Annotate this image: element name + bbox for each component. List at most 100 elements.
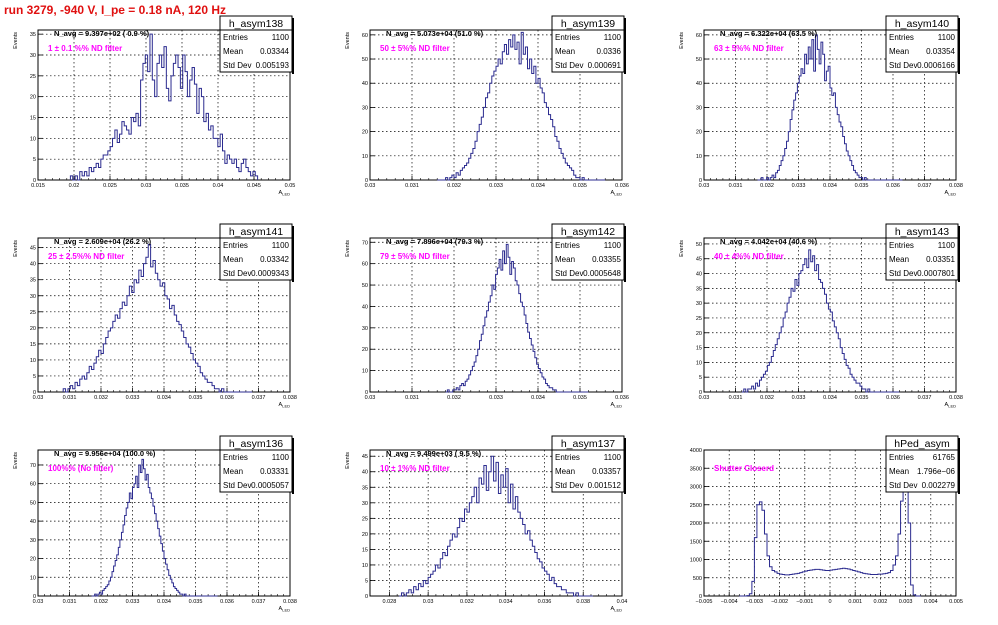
y-tick-label: 0 xyxy=(365,390,368,396)
stats-shadow xyxy=(958,438,960,494)
histogram-line xyxy=(399,455,593,597)
y-axis-title: Events xyxy=(13,452,19,469)
x-tick-label: 0.034 xyxy=(823,183,837,189)
x-tick-label: 0.034 xyxy=(823,395,837,401)
x-tick-label: 0.015 xyxy=(31,183,45,189)
stats-box xyxy=(219,223,293,281)
histogram-panel-h_asym142: 0.03 0.031 0.032 0.033 0.034 0.035 0.036 0 10 20 3… xyxy=(345,223,629,409)
x-tick-label: 0.031 xyxy=(405,395,419,401)
x-tick-label: 0.036 xyxy=(615,183,629,189)
stats-value: 0.0007801 xyxy=(917,269,955,278)
filter-annotation: 79 ± 5%% ND filter xyxy=(380,252,450,261)
stats-label: Std Dev xyxy=(555,269,583,278)
stats-value: 0.005193 xyxy=(256,61,290,70)
y-tick-label: 40 xyxy=(696,81,702,87)
navg-label: N_avg = 2.609e+04 (26.2 %) xyxy=(54,237,152,246)
y-tick-label: 5 xyxy=(33,374,36,380)
y-tick-label: 30 xyxy=(30,53,36,59)
stats-label: Mean xyxy=(555,255,575,264)
x-tick-label: 0.038 xyxy=(283,599,297,605)
navg-label: N_avg = 6.322e+04 (63.5 %) xyxy=(720,29,818,38)
y-tick-label: 30 xyxy=(362,326,368,332)
y-tick-label: 1500 xyxy=(690,539,702,545)
stats-box xyxy=(219,435,293,493)
x-tick-label: 0.03 xyxy=(423,599,434,605)
y-axis-title: Events xyxy=(345,32,351,49)
y-axis-title: Events xyxy=(345,452,351,469)
stats-value: 0.03342 xyxy=(260,255,289,264)
stats-label: Entries xyxy=(555,33,580,42)
stats-title: h_asym139 xyxy=(561,18,615,30)
y-tick-label: 10 xyxy=(30,136,36,142)
y-tick-label: 45 xyxy=(696,257,702,263)
y-tick-label: 50 xyxy=(362,283,368,289)
plot-frame xyxy=(369,449,623,597)
stats-box xyxy=(885,435,959,493)
x-axis-title: ALED xyxy=(279,190,291,197)
x-tick-label: 0.03 xyxy=(33,599,44,605)
y-axis-title: Events xyxy=(345,240,351,257)
stats-label: Entries xyxy=(889,33,914,42)
run-title: run 3279, -940 V, I_pe = 0.18 nA, 120 Hz xyxy=(4,3,227,17)
y-tick-label: 15 xyxy=(696,346,702,352)
y-tick-label: 30 xyxy=(30,294,36,300)
x-tick-label: 0.032 xyxy=(760,395,774,401)
stats-value: 1100 xyxy=(272,33,290,42)
stats-value: 0.0005057 xyxy=(251,481,289,490)
y-tick-label: 20 xyxy=(30,95,36,101)
navg-label: N_avg = 9.956e+04 (100.0 %) xyxy=(54,449,156,458)
stats-label: Std Dev xyxy=(889,481,917,490)
x-axis-title: ALED xyxy=(611,190,623,197)
y-tick-label: 40 xyxy=(362,304,368,310)
x-tick-label: 0.031 xyxy=(729,395,743,401)
histogram-panel-h_asym143: 0.03 0.031 0.032 0.033 0.034 0.035 0.036 0.037 0… xyxy=(679,223,963,409)
y-tick-label: 45 xyxy=(30,246,36,252)
x-tick-label: 0.033 xyxy=(126,395,140,401)
y-tick-label: 70 xyxy=(362,240,368,246)
x-tick-label: 0.035 xyxy=(855,395,869,401)
histogram-panel-h_asym137: 0.028 0.03 0.032 0.034 0.036 0.038 0.04 0 5 10 15 2… xyxy=(345,435,627,613)
y-tick-label: 60 xyxy=(362,262,368,268)
stats-value: 0.03331 xyxy=(260,467,289,476)
stats-value: 1100 xyxy=(604,33,622,42)
y-tick-label: 50 xyxy=(30,500,36,506)
filter-annotation: 100%% (No filter) xyxy=(48,464,114,473)
x-tick-label: 0.036 xyxy=(538,599,552,605)
histogram-line xyxy=(69,33,259,181)
stats-label: Entries xyxy=(889,453,914,462)
x-tick-label: 0.037 xyxy=(252,395,266,401)
y-tick-label: 40 xyxy=(30,519,36,525)
y-tick-label: 0 xyxy=(699,390,702,396)
stats-value: 0.000691 xyxy=(588,61,622,70)
y-tick-label: 3000 xyxy=(690,485,702,491)
stats-label: Entries xyxy=(223,453,248,462)
filter-annotation: 50 ± 5%% ND filter xyxy=(380,44,450,53)
y-tick-label: 35 xyxy=(362,485,368,491)
navg-label: N_avg = 4.042e+04 (40.6 %) xyxy=(720,237,818,246)
stats-label: Entries xyxy=(223,241,248,250)
stats-label: Std Dev xyxy=(889,61,917,70)
x-tick-label: 0.004 xyxy=(924,599,938,605)
x-tick-label: 0.036 xyxy=(220,599,234,605)
stats-value: 0.03355 xyxy=(592,255,621,264)
x-tick-label: 0.034 xyxy=(531,183,545,189)
y-tick-label: 35 xyxy=(696,286,702,292)
x-tick-label: 0.003 xyxy=(899,599,913,605)
y-tick-label: 45 xyxy=(362,454,368,460)
stats-label: Mean xyxy=(889,47,909,56)
y-tick-label: 25 xyxy=(696,316,702,322)
stats-label: Mean xyxy=(889,467,909,476)
x-tick-label: 0.036 xyxy=(220,395,234,401)
x-tick-label: 0.025 xyxy=(103,183,117,189)
y-tick-label: 60 xyxy=(30,482,36,488)
y-tick-label: 40 xyxy=(696,272,702,278)
stats-label: Std Dev xyxy=(555,481,583,490)
y-tick-label: 30 xyxy=(362,501,368,507)
x-tick-label: 0.033 xyxy=(489,183,503,189)
y-tick-label: 35 xyxy=(30,32,36,38)
y-tick-label: 40 xyxy=(362,81,368,87)
x-tick-label: 0.035 xyxy=(175,183,189,189)
filter-annotation: Shutter Closerd xyxy=(714,464,774,473)
y-tick-label: 0 xyxy=(33,594,36,600)
y-tick-label: 20 xyxy=(362,130,368,136)
